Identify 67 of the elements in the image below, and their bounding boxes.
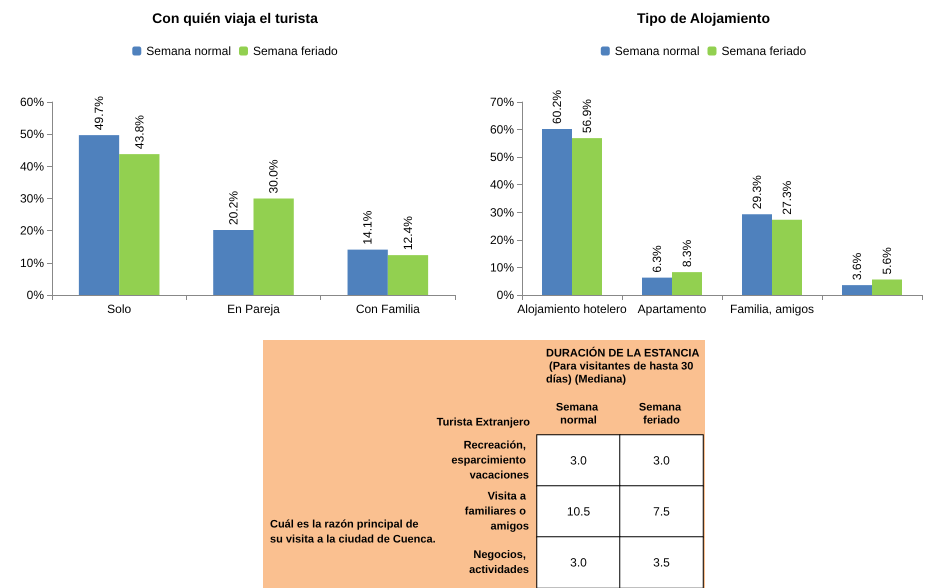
bar [672,272,702,295]
y-tick-label: 0% [26,288,44,302]
x-axis-title: DURACIÓN DE LA ESTANCIA (Para visitantes de hasta 30 días) (Mediana) [546,346,700,386]
x-tick-label: En Pareja [227,302,280,316]
data-label: 3.6% [850,252,864,280]
chart-title: Turista Extranjero [436,416,530,428]
y-tick-label: 20% [490,232,514,247]
x-tick-label: Con Familia [356,302,420,316]
data-label: 20.2% [226,190,240,226]
bar [842,285,872,295]
bar [78,135,120,295]
bar [872,280,902,295]
y-tick-label: 0% [496,288,514,302]
legend-label: Semana feriado [721,44,807,58]
bar [254,198,294,295]
y-tick-label: 20% [20,224,44,238]
data-label: 6.3% [650,244,664,273]
y-tick-label: 10% [20,256,44,270]
legend-label: Semana normal [614,44,700,58]
y-tick-label: 30% [20,192,44,206]
y-tick-label: 70% [490,95,514,109]
data-label: 56.9% [580,98,594,134]
bar [213,230,254,295]
bar [348,250,388,295]
chart-title: Con quién viaja el turista [152,10,318,26]
y-tick-label: Recreación, esparcimiento vacaciones [451,440,529,482]
bar [542,129,572,295]
bar [572,138,602,295]
legend-label: Semana normal [146,44,232,58]
data-label: 12.4% [400,216,415,250]
data-label: 3.0 [570,454,588,468]
y-tick-label: 10% [490,260,514,274]
y-axis-title: Cuál es la razón principal de su visita a la ciudad de Cuenca. [270,518,436,546]
data-label: 14.1% [360,210,375,245]
data-label: 43.8% [132,114,146,150]
data-label: 27.3% [780,180,794,215]
x-tick-label: Alojamiento hotelero [517,302,628,316]
y-tick-label: 60% [20,95,44,109]
data-label: 5.6% [880,246,894,275]
data-label: 8.3% [680,239,694,268]
y-tick-label: 50% [20,127,44,142]
y-tick-label: 60% [490,122,514,137]
y-tick-label: 30% [490,205,514,220]
bar [772,220,802,295]
data-label: 49.7% [92,96,106,130]
bar [388,255,428,295]
x-tick-label: Familia, amigos [730,302,814,316]
data-label: 60.2% [550,90,564,124]
y-tick-label: Negocios, actividades [469,549,529,576]
data-label: 3.0 [570,556,588,570]
bar [642,278,672,295]
data-label: 7.5 [653,504,670,518]
y-tick-label: Visita a familiares o amigos [464,490,529,532]
data-label: 3.0 [653,454,670,468]
y-tick-label: 40% [490,178,514,192]
data-label: 29.3% [750,174,764,210]
legend-label: Semana feriado [252,44,338,58]
x-tick-label: Solo [107,302,132,316]
bar [742,214,772,295]
y-tick-label: 40% [20,159,44,174]
data-label: 30.0% [266,159,281,194]
bar [119,154,160,295]
y-tick-label: 50% [490,150,514,164]
data-label: 10.5 [566,504,590,518]
data-label: 3.5 [653,556,670,570]
x-tick-label: Apartamento [638,302,707,316]
chart-title: Tipo de Alojamiento [636,10,770,26]
